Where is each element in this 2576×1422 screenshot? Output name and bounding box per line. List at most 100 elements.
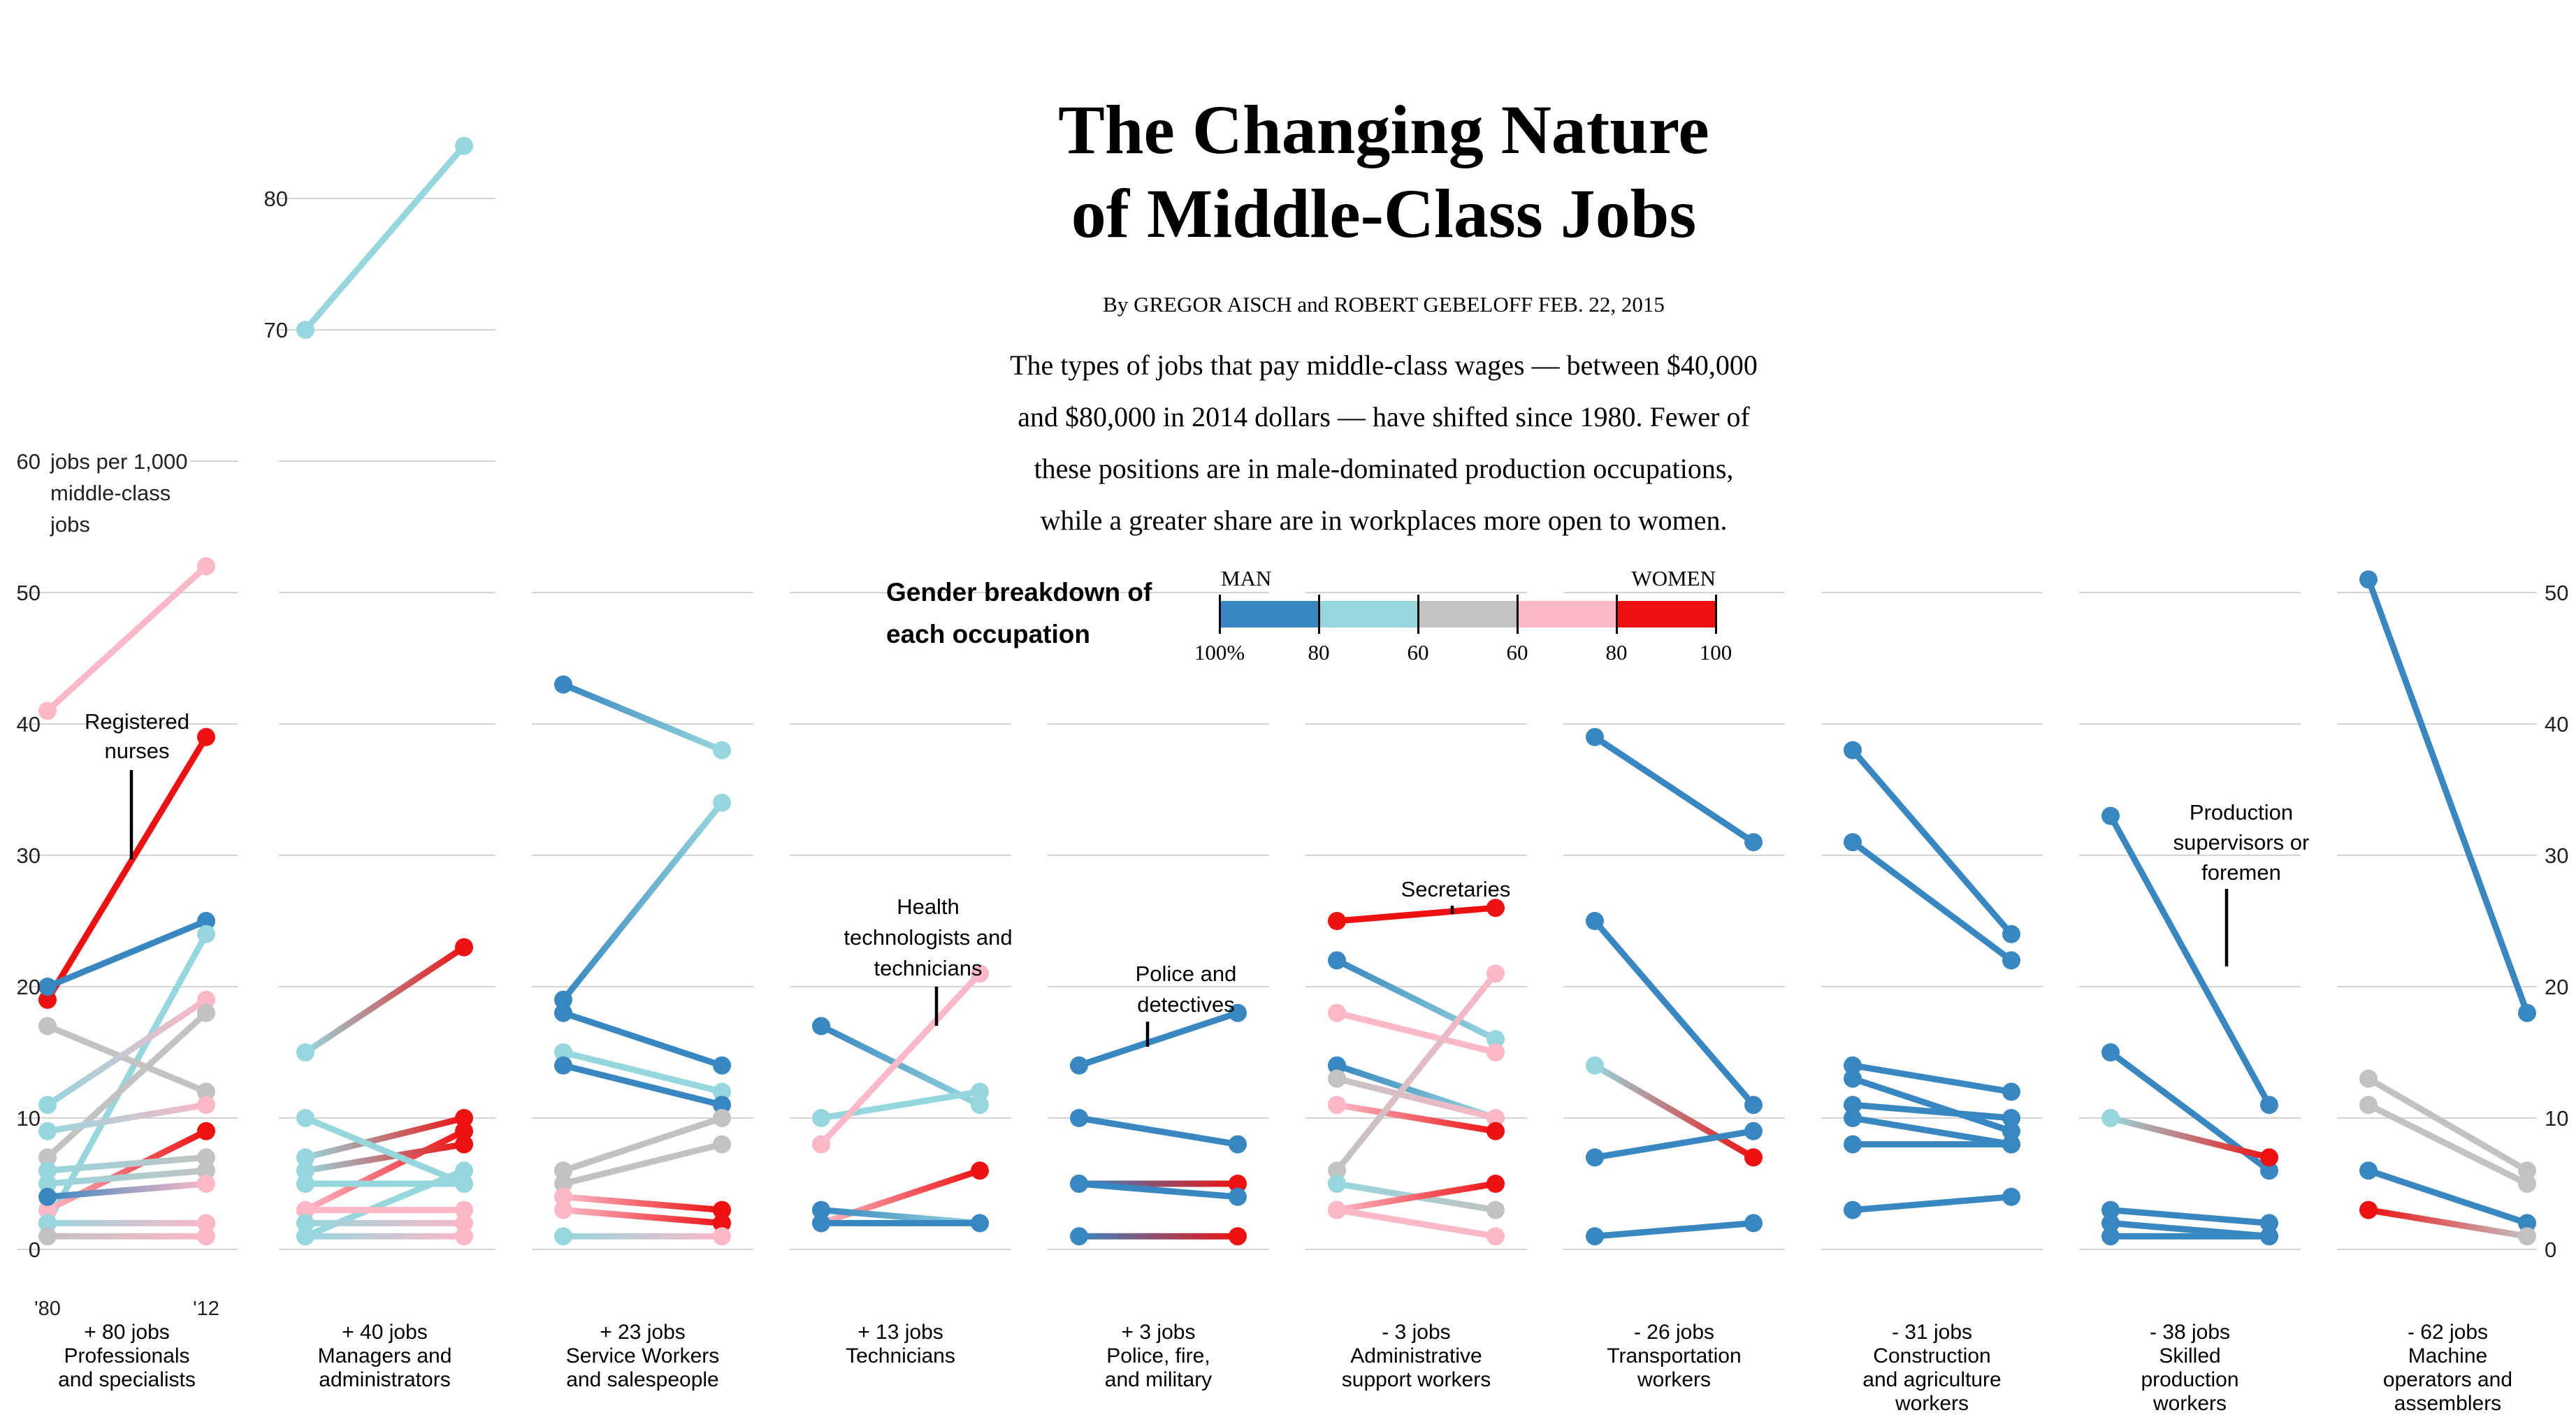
data-dot-2012	[1486, 1122, 1505, 1140]
legend-tick-label: 60	[1407, 640, 1429, 665]
data-dot-2012	[713, 1056, 731, 1075]
legend-man-label: MAN	[1221, 566, 1272, 590]
chart-text: Police and	[1136, 962, 1237, 986]
slope-line	[305, 1141, 465, 1174]
slope-line	[562, 1049, 723, 1095]
data-dot-2012	[713, 1096, 731, 1115]
data-dot-2012	[2518, 1214, 2536, 1233]
chart-text: nurses	[104, 739, 169, 763]
data-dot-2012	[971, 1082, 989, 1101]
legend-color-scale	[1220, 601, 1716, 627]
slope-line	[2366, 1102, 2529, 1187]
data-dot-1980	[2101, 1200, 2120, 1219]
chart-text: supervisors or	[2173, 830, 2310, 855]
data-dot-1980	[38, 1148, 57, 1167]
data-dot-2012	[197, 1122, 215, 1140]
slope-line	[1336, 904, 1496, 924]
slope-line	[1336, 1101, 1496, 1135]
chart-text: operators and	[2383, 1368, 2512, 1391]
slope-line	[1593, 1062, 1756, 1161]
slope-line	[1336, 1207, 1496, 1240]
data-dot-2012	[455, 1200, 473, 1219]
data-dot-1980	[1328, 912, 1346, 930]
data-dot-1980	[2101, 1043, 2120, 1061]
legend-swatch-r	[1616, 601, 1716, 627]
legend-tick	[1417, 595, 1419, 634]
data-dot-1980	[1586, 1148, 1604, 1167]
data-dot-2012	[2260, 1148, 2278, 1167]
chart-text: Production	[2190, 800, 2293, 825]
chart-text: - 62 jobs	[2408, 1321, 2488, 1344]
data-dot-1980	[2101, 1109, 2120, 1127]
chart-text: Service Workers	[566, 1344, 720, 1367]
data-dot-1980	[1844, 833, 1862, 852]
data-dot-2012	[2518, 1227, 2536, 1246]
chart-text: 0	[29, 1238, 41, 1262]
slope-line	[47, 1154, 207, 1174]
data-dot-2012	[455, 938, 473, 957]
intro-line: and $80,000 in 2014 dollars — have shift…	[1018, 401, 1750, 433]
data-dot-2012	[197, 1175, 215, 1193]
slope-line	[2368, 1207, 2528, 1240]
slope-line	[1336, 1010, 1497, 1056]
data-dot-2012	[197, 1148, 215, 1167]
data-dot-2012	[1486, 1043, 1505, 1061]
data-dot-1980	[1844, 1200, 1862, 1219]
data-dot-2012	[197, 727, 215, 746]
data-dot-2012	[455, 1122, 473, 1140]
data-dot-1980	[554, 1043, 572, 1061]
data-dot-2012	[1744, 1122, 1763, 1140]
legend-tick	[1219, 595, 1221, 634]
slope-line	[303, 1128, 466, 1213]
chart-text: 10	[2545, 1106, 2568, 1131]
data-dot-2012	[2002, 1187, 2020, 1206]
intro-paragraph: The types of jobs that pay middle-class …	[755, 340, 2013, 546]
slope-line	[1078, 1115, 1238, 1148]
data-dot-2012	[1486, 1200, 1505, 1219]
data-dot-1980	[554, 1200, 572, 1219]
slope-line	[1078, 1180, 1238, 1200]
legend-tick-label: 80	[1605, 640, 1628, 665]
slope-line	[47, 1101, 207, 1135]
legend-tick-label: 100	[1699, 640, 1732, 665]
slope-line	[1335, 957, 1498, 1043]
chart-text: - 31 jobs	[1892, 1321, 1972, 1344]
data-dot-1980	[2101, 1227, 2120, 1246]
slope-line	[1336, 1075, 1497, 1122]
legend-swatch-g	[1418, 601, 1517, 627]
data-dot-1980	[1328, 1096, 1346, 1115]
data-dot-2012	[2002, 924, 2020, 943]
data-dot-2012	[197, 1161, 215, 1180]
data-dot-2012	[455, 1109, 473, 1127]
data-dot-2012	[455, 1175, 473, 1193]
legend-tick-label: 100%	[1194, 640, 1245, 665]
page-title: The Changing Nature of Middle-Class Jobs	[755, 88, 2013, 256]
chart-text: 80	[264, 187, 288, 211]
chart-text: 30	[2545, 843, 2568, 868]
slope-line	[1592, 919, 1756, 1108]
data-dot-2012	[713, 1135, 731, 1154]
data-dot-1980	[296, 1227, 314, 1246]
data-dot-2012	[1486, 964, 1505, 983]
slope-line	[562, 681, 723, 753]
chart-text: 10	[17, 1106, 41, 1131]
data-dot-1980	[296, 321, 314, 339]
legend-swatch-p	[1517, 601, 1616, 627]
data-dot-2012	[2002, 951, 2020, 970]
data-dot-1980	[1070, 1175, 1088, 1193]
slope-line	[1594, 1219, 1754, 1240]
data-dot-1980	[554, 1161, 572, 1180]
chart-text: Transportation	[1607, 1344, 1741, 1367]
chart-text: assemblers	[2394, 1392, 2501, 1415]
chart-text: administrators	[319, 1368, 450, 1391]
data-dot-1980	[554, 1175, 572, 1193]
data-dot-1980	[1844, 1056, 1862, 1075]
data-dot-2012	[2518, 1175, 2536, 1193]
legend-swatch-c	[1319, 601, 1418, 627]
data-dot-1980	[2101, 806, 2120, 825]
data-dot-2012	[1744, 1148, 1763, 1167]
legend-tick	[1318, 595, 1320, 634]
data-dot-2012	[2260, 1096, 2278, 1115]
data-dot-2012	[713, 1227, 731, 1246]
data-dot-2012	[713, 1109, 731, 1127]
